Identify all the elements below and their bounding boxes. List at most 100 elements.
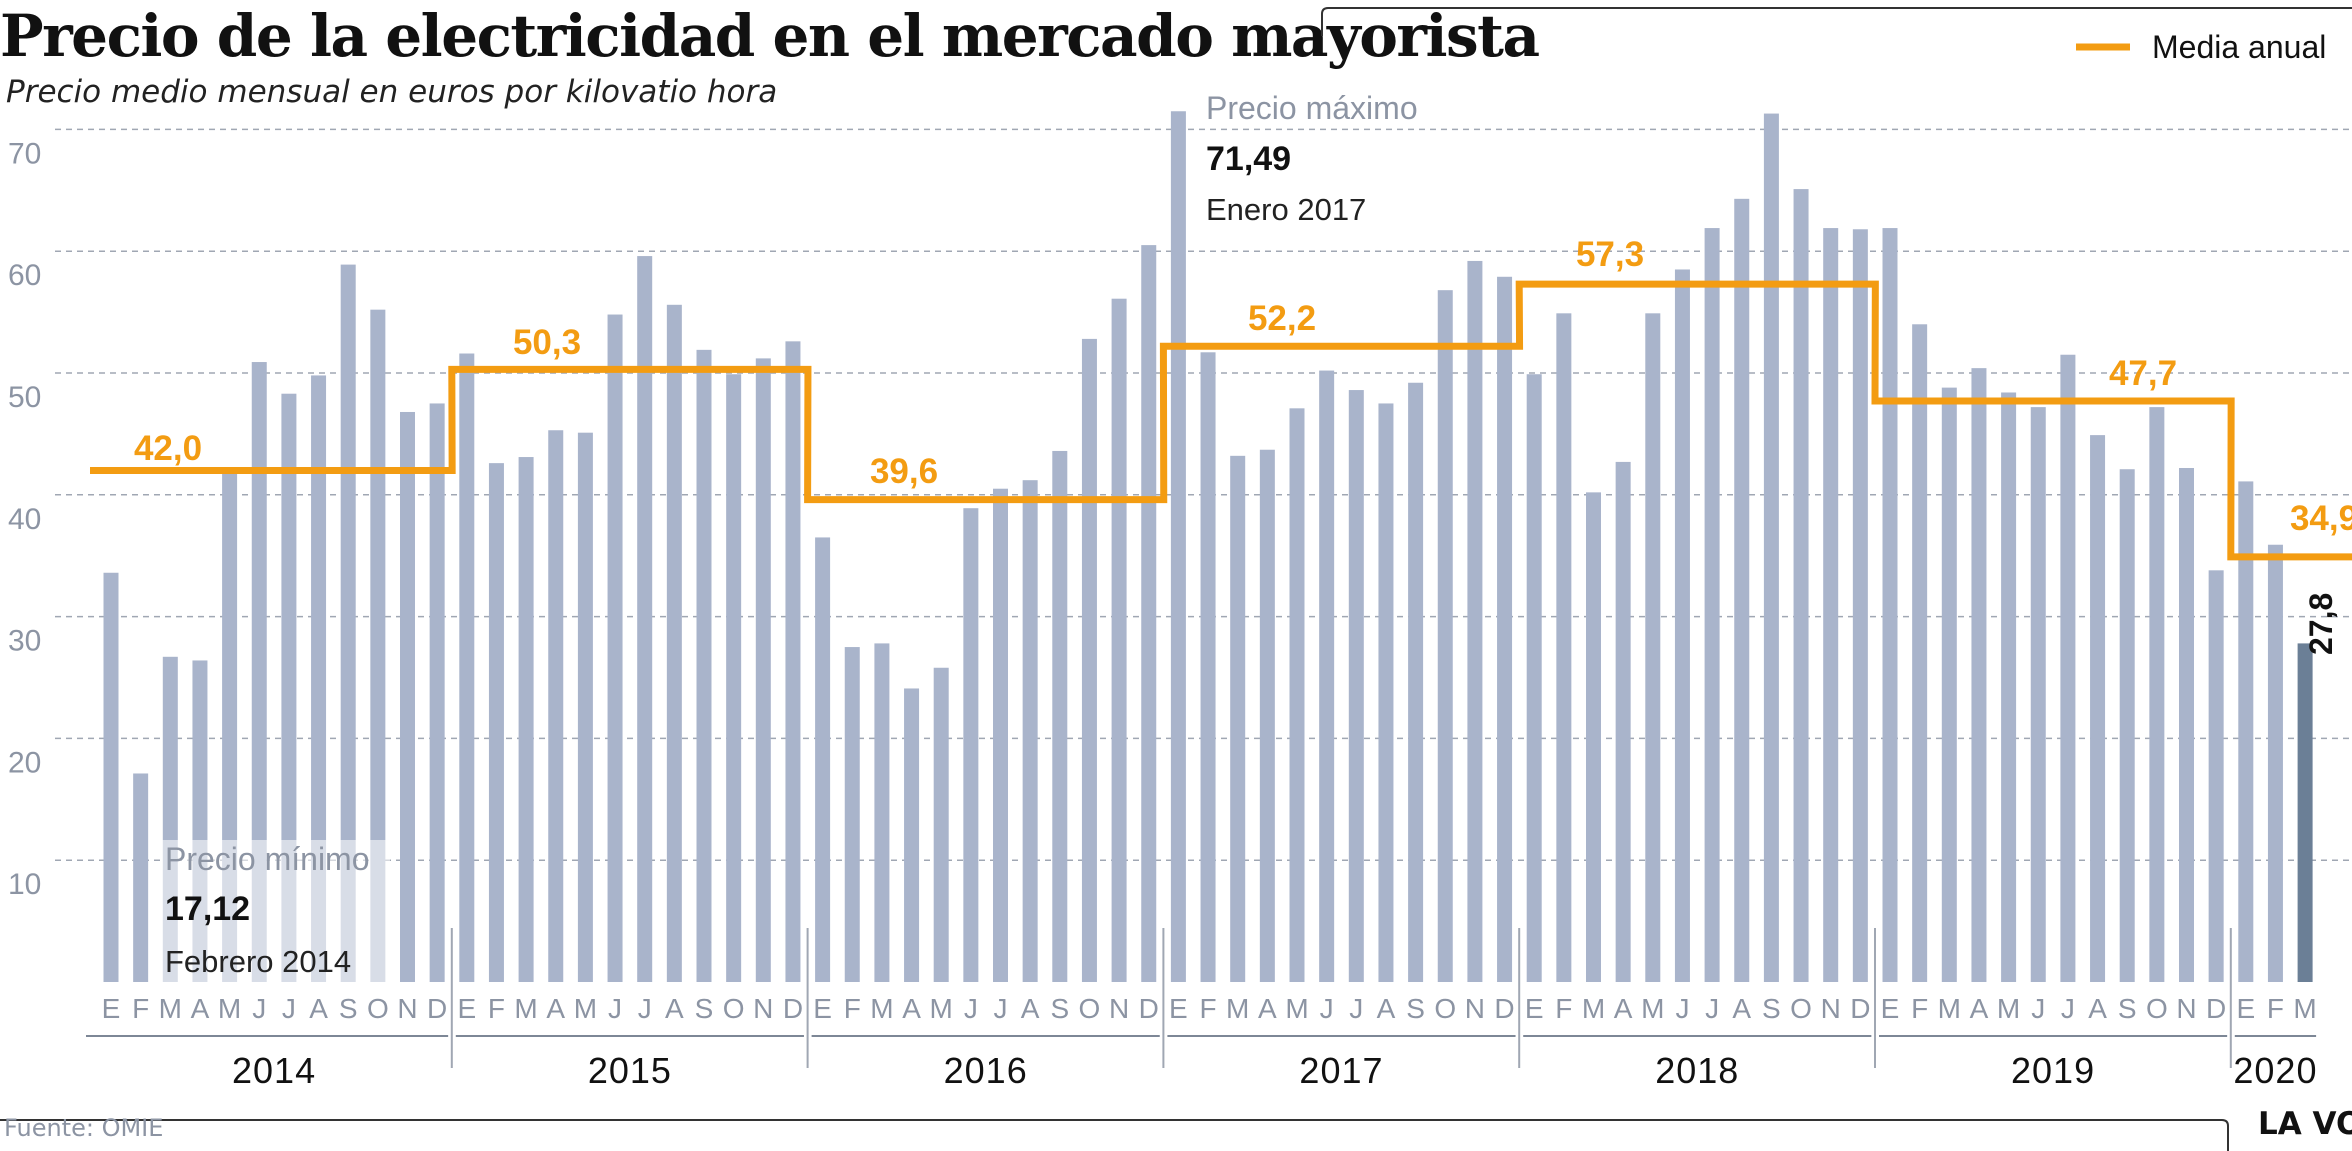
bar-2015-8: [666, 304, 682, 982]
month-label: J: [608, 993, 622, 1024]
bar-2019-1: [1882, 228, 1898, 983]
month-label: J: [2031, 993, 2045, 1024]
annual-average-label-2019: 47,7: [2109, 354, 2177, 393]
bar-2016-3: [874, 643, 890, 982]
month-label: E: [102, 993, 121, 1024]
month-label: F: [844, 993, 861, 1024]
month-label: M: [1938, 993, 1961, 1024]
bar-2015-4: [548, 430, 564, 983]
month-label: M: [514, 993, 537, 1024]
year-label-2016: 2016: [944, 1050, 1028, 1091]
month-label: J: [282, 993, 296, 1024]
month-label: M: [1997, 993, 2020, 1024]
annual-average-line: [90, 280, 2352, 561]
chart-subtitle: Precio medio mensual en euros por kilova…: [6, 74, 778, 110]
month-label: D: [1139, 993, 1159, 1024]
footer-rule: [0, 1119, 2229, 1151]
month-label: D: [783, 993, 803, 1024]
bar-2019-4: [1971, 368, 1987, 982]
bar-2018-6: [1674, 269, 1690, 983]
month-label: M: [1285, 993, 1308, 1024]
bar-2014-12: [429, 403, 445, 982]
brand-logo: LA VOZ: [2258, 1106, 2352, 1142]
month-label: S: [2118, 993, 2137, 1024]
legend: Media anual: [1321, 7, 2352, 65]
month-label: O: [2146, 993, 2168, 1024]
bar-2015-9: [696, 349, 712, 982]
bar-2019-12: [2208, 570, 2224, 982]
month-label: N: [1109, 993, 1129, 1024]
month-label: E: [457, 993, 476, 1024]
month-label: M: [159, 993, 182, 1024]
month-label: F: [132, 993, 149, 1024]
bar-2015-11: [755, 358, 771, 982]
month-label: J: [1705, 993, 1719, 1024]
bar-2015-3: [518, 457, 534, 982]
bar-2016-4: [904, 688, 920, 982]
month-label: M: [2293, 993, 2316, 1024]
annual-average-label-2018: 57,3: [1576, 235, 1644, 274]
month-label: J: [1349, 993, 1363, 1024]
month-label: M: [1582, 993, 1605, 1024]
month-label: A: [1021, 993, 1040, 1024]
month-label: N: [1821, 993, 1841, 1024]
month-label: J: [1320, 993, 1334, 1024]
month-label: S: [1050, 993, 1069, 1024]
chart-title: Precio de la electricidad en el mercado …: [0, 2, 1540, 70]
max-annotation-title: Precio máximo: [1206, 90, 1418, 126]
bar-2018-5: [1645, 313, 1661, 982]
annual-average-label-2020: 34,9: [2290, 499, 2352, 538]
bar-2016-12: [1141, 245, 1157, 983]
month-label: N: [1465, 993, 1485, 1024]
bar-2019-8: [2090, 435, 2106, 982]
month-label: A: [191, 993, 210, 1024]
bar-2016-9: [1052, 450, 1068, 982]
month-label: J: [2061, 993, 2075, 1024]
month-label: D: [2206, 993, 2226, 1024]
month-label: F: [488, 993, 505, 1024]
month-label: A: [2088, 993, 2107, 1024]
month-label: J: [1675, 993, 1689, 1024]
y-tick-label: 50: [8, 381, 41, 414]
year-label-2020: 2020: [2233, 1050, 2317, 1091]
bar-2017-3: [1230, 455, 1246, 983]
bar-2019-9: [2119, 469, 2135, 982]
annual-average-series: [90, 280, 2352, 561]
bar-2016-2: [844, 647, 860, 982]
bar-2018-4: [1615, 461, 1631, 982]
month-label: S: [1762, 993, 1781, 1024]
bar-2014-9: [340, 264, 356, 982]
y-tick-label: 70: [8, 137, 41, 170]
month-label: F: [2267, 993, 2284, 1024]
month-label: A: [902, 993, 921, 1024]
bar-2017-1: [1170, 111, 1186, 982]
month-label: M: [1641, 993, 1664, 1024]
month-label: F: [1199, 993, 1216, 1024]
bar-2018-8: [1734, 198, 1750, 983]
annotations: Precio máximo 71,49 Enero 2017 Precio mí…: [165, 90, 2339, 979]
month-label: A: [1614, 993, 1633, 1024]
month-label: D: [427, 993, 447, 1024]
month-label: J: [964, 993, 978, 1024]
month-label: S: [339, 993, 358, 1024]
bar-2019-7: [2060, 354, 2076, 983]
bar-2014-7: [281, 393, 297, 982]
month-label: E: [1525, 993, 1544, 1024]
bar-2014-2: [133, 773, 149, 982]
bar-2018-1: [1526, 374, 1542, 982]
month-label: O: [1790, 993, 1812, 1024]
month-label: A: [1970, 993, 1989, 1024]
bar-2019-6: [2030, 407, 2046, 982]
bar-2018-9: [1763, 113, 1779, 983]
bar-2014-6: [251, 362, 267, 983]
bars: [103, 111, 2313, 983]
month-label: M: [1226, 993, 1249, 1024]
y-tick-label: 40: [8, 503, 41, 536]
bar-2019-2: [1912, 324, 1928, 982]
bar-2019-5: [2001, 392, 2017, 982]
annual-average-label-2014: 42,0: [134, 429, 202, 468]
min-annotation-value: 17,12: [165, 890, 250, 928]
y-tick-label: 30: [8, 625, 41, 658]
bar-2017-4: [1259, 449, 1275, 982]
